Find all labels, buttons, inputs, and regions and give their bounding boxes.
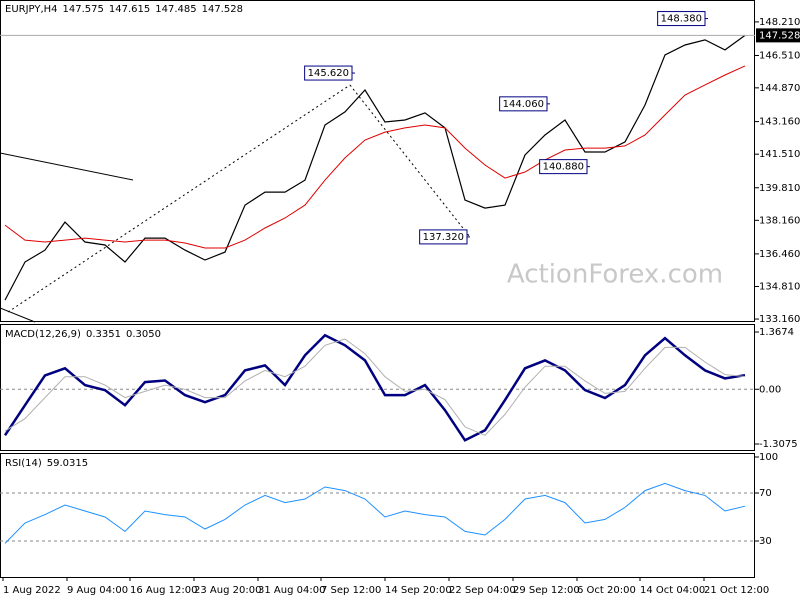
y-tick-label: 0.00 bbox=[759, 384, 781, 395]
y-tick-label: -1.3075 bbox=[759, 439, 798, 450]
y-tick-label: 144.870 bbox=[759, 83, 800, 94]
indicator-readout: 59.0315 bbox=[47, 458, 88, 469]
y-tick-label: 133.160 bbox=[759, 314, 800, 325]
x-tick-label: 9 Aug 04:00 bbox=[67, 585, 128, 596]
series-line bbox=[4, 338, 746, 436]
rsi-panel bbox=[0, 453, 755, 578]
panel-label: MACD(12,26,9) bbox=[5, 329, 81, 340]
y-tick-label: 138.160 bbox=[759, 215, 800, 226]
ohlc-value: 147.575 bbox=[63, 4, 104, 15]
indicator-readout: 0.3351 bbox=[86, 329, 121, 340]
trend-line bbox=[0, 152, 134, 181]
y-tick-label: 30 bbox=[759, 536, 772, 547]
y-tick-label: 143.160 bbox=[759, 117, 800, 128]
price-annotation: 144.060 bbox=[503, 99, 544, 110]
trend-line bbox=[349, 84, 471, 238]
price-annotation: 145.620 bbox=[308, 68, 349, 79]
ohlc-value: 147.485 bbox=[155, 4, 196, 15]
y-tick-label: 139.810 bbox=[759, 183, 800, 194]
price-tag bbox=[756, 28, 800, 43]
y-tick-label: 146.510 bbox=[759, 50, 800, 61]
series-line bbox=[4, 65, 746, 249]
series-line bbox=[4, 482, 746, 544]
y-tick-label: 141.510 bbox=[759, 149, 800, 160]
y-tick-label: 100 bbox=[759, 452, 778, 463]
ohlc-value: 147.615 bbox=[109, 4, 150, 15]
y-tick-label: 1.3674 bbox=[759, 327, 794, 338]
trend-line bbox=[7, 84, 351, 313]
price-panel bbox=[0, 0, 755, 322]
x-tick-label: 1 Aug 2022 bbox=[3, 585, 61, 596]
price-annotation: 137.320 bbox=[423, 232, 464, 243]
price-annotation: 140.880 bbox=[543, 162, 584, 173]
panel-label: RSI(14) bbox=[5, 458, 42, 469]
indicator-readout: 0.3050 bbox=[126, 329, 161, 340]
x-tick-label: 22 Sep 04:00 bbox=[449, 585, 516, 596]
price-annotation: 148.380 bbox=[661, 14, 702, 25]
x-tick-label: 23 Aug 20:00 bbox=[194, 585, 261, 596]
macd-panel bbox=[0, 324, 755, 451]
x-tick-label: 31 Aug 04:00 bbox=[258, 585, 325, 596]
x-tick-label: 6 Oct 20:00 bbox=[577, 585, 636, 596]
series-line bbox=[4, 34, 746, 301]
x-tick-label: 7 Sep 12:00 bbox=[321, 585, 381, 596]
x-tick-label: 14 Sep 20:00 bbox=[385, 585, 452, 596]
x-tick-label: 29 Sep 12:00 bbox=[513, 585, 580, 596]
price-tag-label: 147.528 bbox=[759, 30, 800, 41]
y-tick-label: 136.460 bbox=[759, 249, 800, 260]
watermark: ActionForex.com bbox=[507, 260, 723, 290]
panel-label: EURJPY,H4 bbox=[5, 4, 58, 15]
ohlc-value: 147.528 bbox=[202, 4, 243, 15]
trend-line bbox=[0, 307, 36, 323]
y-tick-label: 70 bbox=[759, 488, 772, 499]
x-tick-label: 14 Oct 04:00 bbox=[640, 585, 705, 596]
series-line bbox=[3, 333, 746, 442]
y-tick-label: 134.810 bbox=[759, 281, 800, 292]
y-tick-label: 148.210 bbox=[759, 17, 800, 28]
x-tick-label: 21 Oct 12:00 bbox=[704, 585, 769, 596]
x-tick-label: 16 Aug 12:00 bbox=[130, 585, 197, 596]
